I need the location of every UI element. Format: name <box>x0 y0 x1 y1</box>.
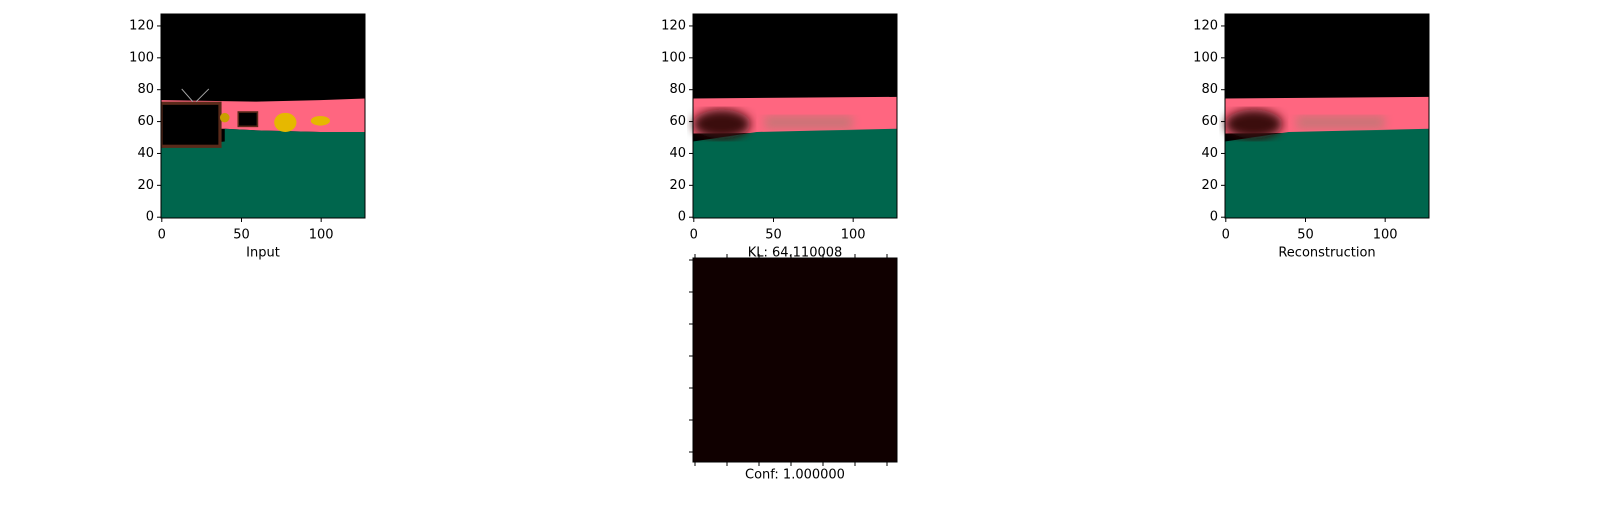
x-axis-label: Reconstruction <box>1278 246 1375 261</box>
y-tick-label: 80 <box>669 82 686 97</box>
x-axis-label: Input <box>246 246 280 261</box>
y-tick-label: 120 <box>1193 18 1218 33</box>
reconstruction-image <box>1225 14 1429 218</box>
blank-ticks <box>689 254 888 466</box>
y-tick-label: 80 <box>1201 82 1218 97</box>
x-tick-label: 0 <box>158 228 166 243</box>
x-tick-label: 100 <box>841 228 866 243</box>
axes-frame <box>692 257 898 463</box>
y-tick-label: 60 <box>669 114 686 129</box>
axes-frame <box>1224 13 1430 219</box>
y-tick-label: 20 <box>669 178 686 193</box>
y-tick-label: 0 <box>146 210 154 225</box>
input-image <box>161 14 365 218</box>
x-tick-label: 50 <box>1297 228 1314 243</box>
y-tick-label: 120 <box>661 18 686 33</box>
x-tick-label: 100 <box>1373 228 1398 243</box>
x-tick-label: 50 <box>233 228 250 243</box>
conf-image <box>692 257 898 463</box>
y-tick-label: 60 <box>137 114 154 129</box>
y-tick-label: 20 <box>1201 178 1218 193</box>
y-tick-label: 60 <box>1201 114 1218 129</box>
y-tick-label: 0 <box>678 210 686 225</box>
x-tick-label: 100 <box>309 228 334 243</box>
y-tick-label: 100 <box>661 50 686 65</box>
y-tick-label: 100 <box>129 50 154 65</box>
x-axis-label: Conf: 1.000000 <box>745 468 845 483</box>
x-axis-label: KL: 64.110008 <box>748 246 843 261</box>
x-tick-label: 0 <box>690 228 698 243</box>
y-tick-label: 100 <box>1193 50 1218 65</box>
x-tick-label: 50 <box>765 228 782 243</box>
kl-image <box>693 14 897 218</box>
y-tick-label: 20 <box>137 178 154 193</box>
y-tick-label: 80 <box>137 82 154 97</box>
axes-frame <box>692 13 898 219</box>
y-tick-label: 40 <box>1201 146 1218 161</box>
y-tick-label: 40 <box>137 146 154 161</box>
y-tick-label: 0 <box>1210 210 1218 225</box>
x-tick-label: 0 <box>1222 228 1230 243</box>
axes-frame <box>160 13 366 219</box>
y-tick-label: 40 <box>669 146 686 161</box>
y-tick-label: 120 <box>129 18 154 33</box>
